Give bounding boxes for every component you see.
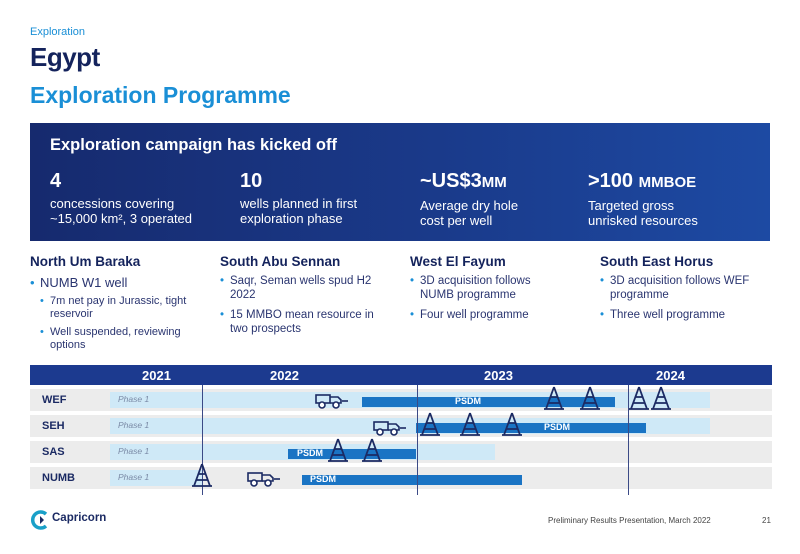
row-label: NUMB bbox=[42, 472, 75, 484]
bullet-item: 3D acquisition follows WEF programme bbox=[600, 275, 750, 302]
stat-description: concessions covering ~15,000 km², 3 oper… bbox=[50, 196, 192, 226]
column-title: South Abu Sennan bbox=[220, 254, 341, 269]
column-west-el-fayum: West El Fayum 3D acquisition follows NUM… bbox=[410, 254, 560, 330]
drilling-rig-icon bbox=[420, 412, 440, 436]
timeline-row-seh: SEH Phase 1 PSDM bbox=[30, 415, 772, 437]
phase-label: Phase 1 bbox=[118, 472, 150, 482]
drilling-rig-icon bbox=[460, 412, 480, 436]
bullet-item: NUMB W1 well bbox=[30, 275, 210, 291]
phase-label: Phase 1 bbox=[118, 446, 150, 456]
seismic-truck-icon bbox=[247, 472, 280, 487]
stat-desc-line: wells planned in first bbox=[240, 196, 358, 211]
year-label: 2023 bbox=[484, 368, 513, 383]
banner-heading: Exploration campaign has kicked off bbox=[50, 136, 337, 154]
seismic-truck-icon bbox=[315, 394, 348, 409]
year-divider bbox=[628, 385, 629, 495]
drilling-rig-icon bbox=[502, 412, 522, 436]
year-label: 2022 bbox=[270, 368, 299, 383]
stat-desc-line: Average dry hole bbox=[420, 198, 519, 213]
page-subtitle: Exploration Programme bbox=[30, 82, 291, 108]
summary-banner: Exploration campaign has kicked off 4 co… bbox=[30, 123, 770, 241]
stat-resources: >100 MMBOE Targeted gross unrisked resou… bbox=[588, 169, 698, 228]
sub-bullet-item: Well suspended, reviewing options bbox=[40, 326, 210, 352]
psdm-label: PSDM bbox=[544, 422, 571, 432]
drilling-rig-icon bbox=[328, 438, 348, 462]
stat-desc-line: ~15,000 km², 3 operated bbox=[50, 211, 193, 226]
psdm-label: PSDM bbox=[297, 448, 324, 458]
drilling-rig-icon bbox=[192, 463, 212, 487]
sub-bullet-item: 7m net pay in Jurassic, tight reservoir bbox=[40, 295, 210, 321]
bullet-list: Saqr, Seman wells spud H2 2022 15 MMBO m… bbox=[220, 275, 385, 336]
bullet-list: 3D acquisition follows WEF programme Thr… bbox=[600, 275, 750, 323]
year-divider bbox=[202, 385, 203, 495]
footer-text: Preliminary Results Presentation, March … bbox=[548, 516, 711, 525]
stat-number: ~US$3 bbox=[420, 170, 482, 192]
column-title: South East Horus bbox=[600, 254, 714, 269]
year-divider bbox=[417, 385, 418, 495]
timeline-row-sas: SAS Phase 1 PSDM bbox=[30, 441, 772, 463]
stat-desc-line: Targeted gross bbox=[588, 198, 674, 213]
drilling-rig-icon bbox=[580, 386, 600, 410]
psdm-bar bbox=[362, 397, 615, 407]
brand-name: Capricorn bbox=[52, 512, 107, 524]
year-label: 2021 bbox=[142, 368, 171, 383]
stat-desc-line: unrisked resources bbox=[588, 213, 698, 228]
bullet-item: Saqr, Seman wells spud H2 2022 bbox=[220, 275, 385, 302]
exploration-timeline: 2021 2022 2023 2024 WEF Phase 1 PSDM SEH… bbox=[30, 365, 772, 495]
column-south-east-horus: South East Horus 3D acquisition follows … bbox=[600, 254, 750, 330]
section-eyebrow: Exploration bbox=[30, 26, 86, 38]
phase-label: Phase 1 bbox=[118, 420, 150, 430]
bullet-item: 3D acquisition follows NUMB programme bbox=[410, 275, 560, 302]
stat-value: 4 bbox=[50, 170, 62, 192]
row-label: SAS bbox=[42, 446, 65, 458]
psdm-bar bbox=[302, 475, 522, 485]
seismic-truck-icon bbox=[373, 421, 406, 436]
stat-unit: MMBOE bbox=[638, 174, 697, 191]
bullet-list: NUMB W1 well 7m net pay in Jurassic, tig… bbox=[30, 275, 210, 352]
phase-label: Phase 1 bbox=[118, 394, 150, 404]
column-title: North Um Baraka bbox=[30, 254, 141, 269]
stat-cost: ~US$3MM Average dry hole cost per well bbox=[420, 169, 518, 228]
capricorn-logo-icon bbox=[30, 510, 48, 530]
psdm-bar bbox=[416, 423, 646, 433]
drilling-rig-icon bbox=[362, 438, 382, 462]
stat-desc-line: concessions covering bbox=[50, 196, 175, 211]
column-south-abu-sennan: South Abu Sennan Saqr, Seman wells spud … bbox=[220, 254, 385, 343]
bullet-item: Three well programme bbox=[600, 309, 750, 323]
year-label: 2024 bbox=[656, 368, 685, 383]
stat-description: Targeted gross unrisked resources bbox=[588, 198, 698, 228]
column-title: West El Fayum bbox=[410, 254, 506, 269]
psdm-bar bbox=[288, 449, 416, 459]
timeline-row-numb: NUMB Phase 1 PSDM bbox=[30, 467, 772, 489]
bullet-item: 15 MMBO mean resource in two prospects bbox=[220, 309, 385, 336]
row-label: WEF bbox=[42, 394, 67, 406]
page-number: 21 bbox=[762, 516, 771, 525]
page-title: Egypt bbox=[30, 42, 100, 72]
stat-unit: MM bbox=[481, 174, 507, 191]
column-north-um-baraka: North Um Baraka NUMB W1 well 7m net pay … bbox=[30, 254, 210, 357]
stat-value: 10 bbox=[240, 170, 263, 192]
psdm-label: PSDM bbox=[310, 474, 337, 484]
stat-desc-line: cost per well bbox=[420, 213, 493, 228]
bullet-item: Four well programme bbox=[410, 309, 560, 323]
timeline-header: 2021 2022 2023 2024 bbox=[30, 365, 772, 385]
stat-description: wells planned in first exploration phase bbox=[240, 196, 357, 226]
bullet-list: 3D acquisition follows NUMB programme Fo… bbox=[410, 275, 560, 323]
drilling-rig-icon bbox=[651, 386, 671, 410]
row-label: SEH bbox=[42, 420, 65, 432]
stat-concessions: 4 concessions covering ~15,000 km², 3 op… bbox=[50, 169, 192, 226]
drilling-rig-icon bbox=[544, 386, 564, 410]
psdm-label: PSDM bbox=[455, 396, 482, 406]
stat-number: >100 bbox=[588, 170, 634, 192]
stat-description: Average dry hole cost per well bbox=[420, 198, 518, 228]
stat-value: >100 MMBOE bbox=[588, 169, 698, 195]
drilling-rig-icon bbox=[629, 386, 649, 410]
stat-desc-line: exploration phase bbox=[240, 211, 343, 226]
stat-value: ~US$3MM bbox=[420, 169, 518, 195]
phase-bar: Phase 1 bbox=[110, 470, 202, 486]
stat-wells: 10 wells planned in first exploration ph… bbox=[240, 169, 357, 226]
